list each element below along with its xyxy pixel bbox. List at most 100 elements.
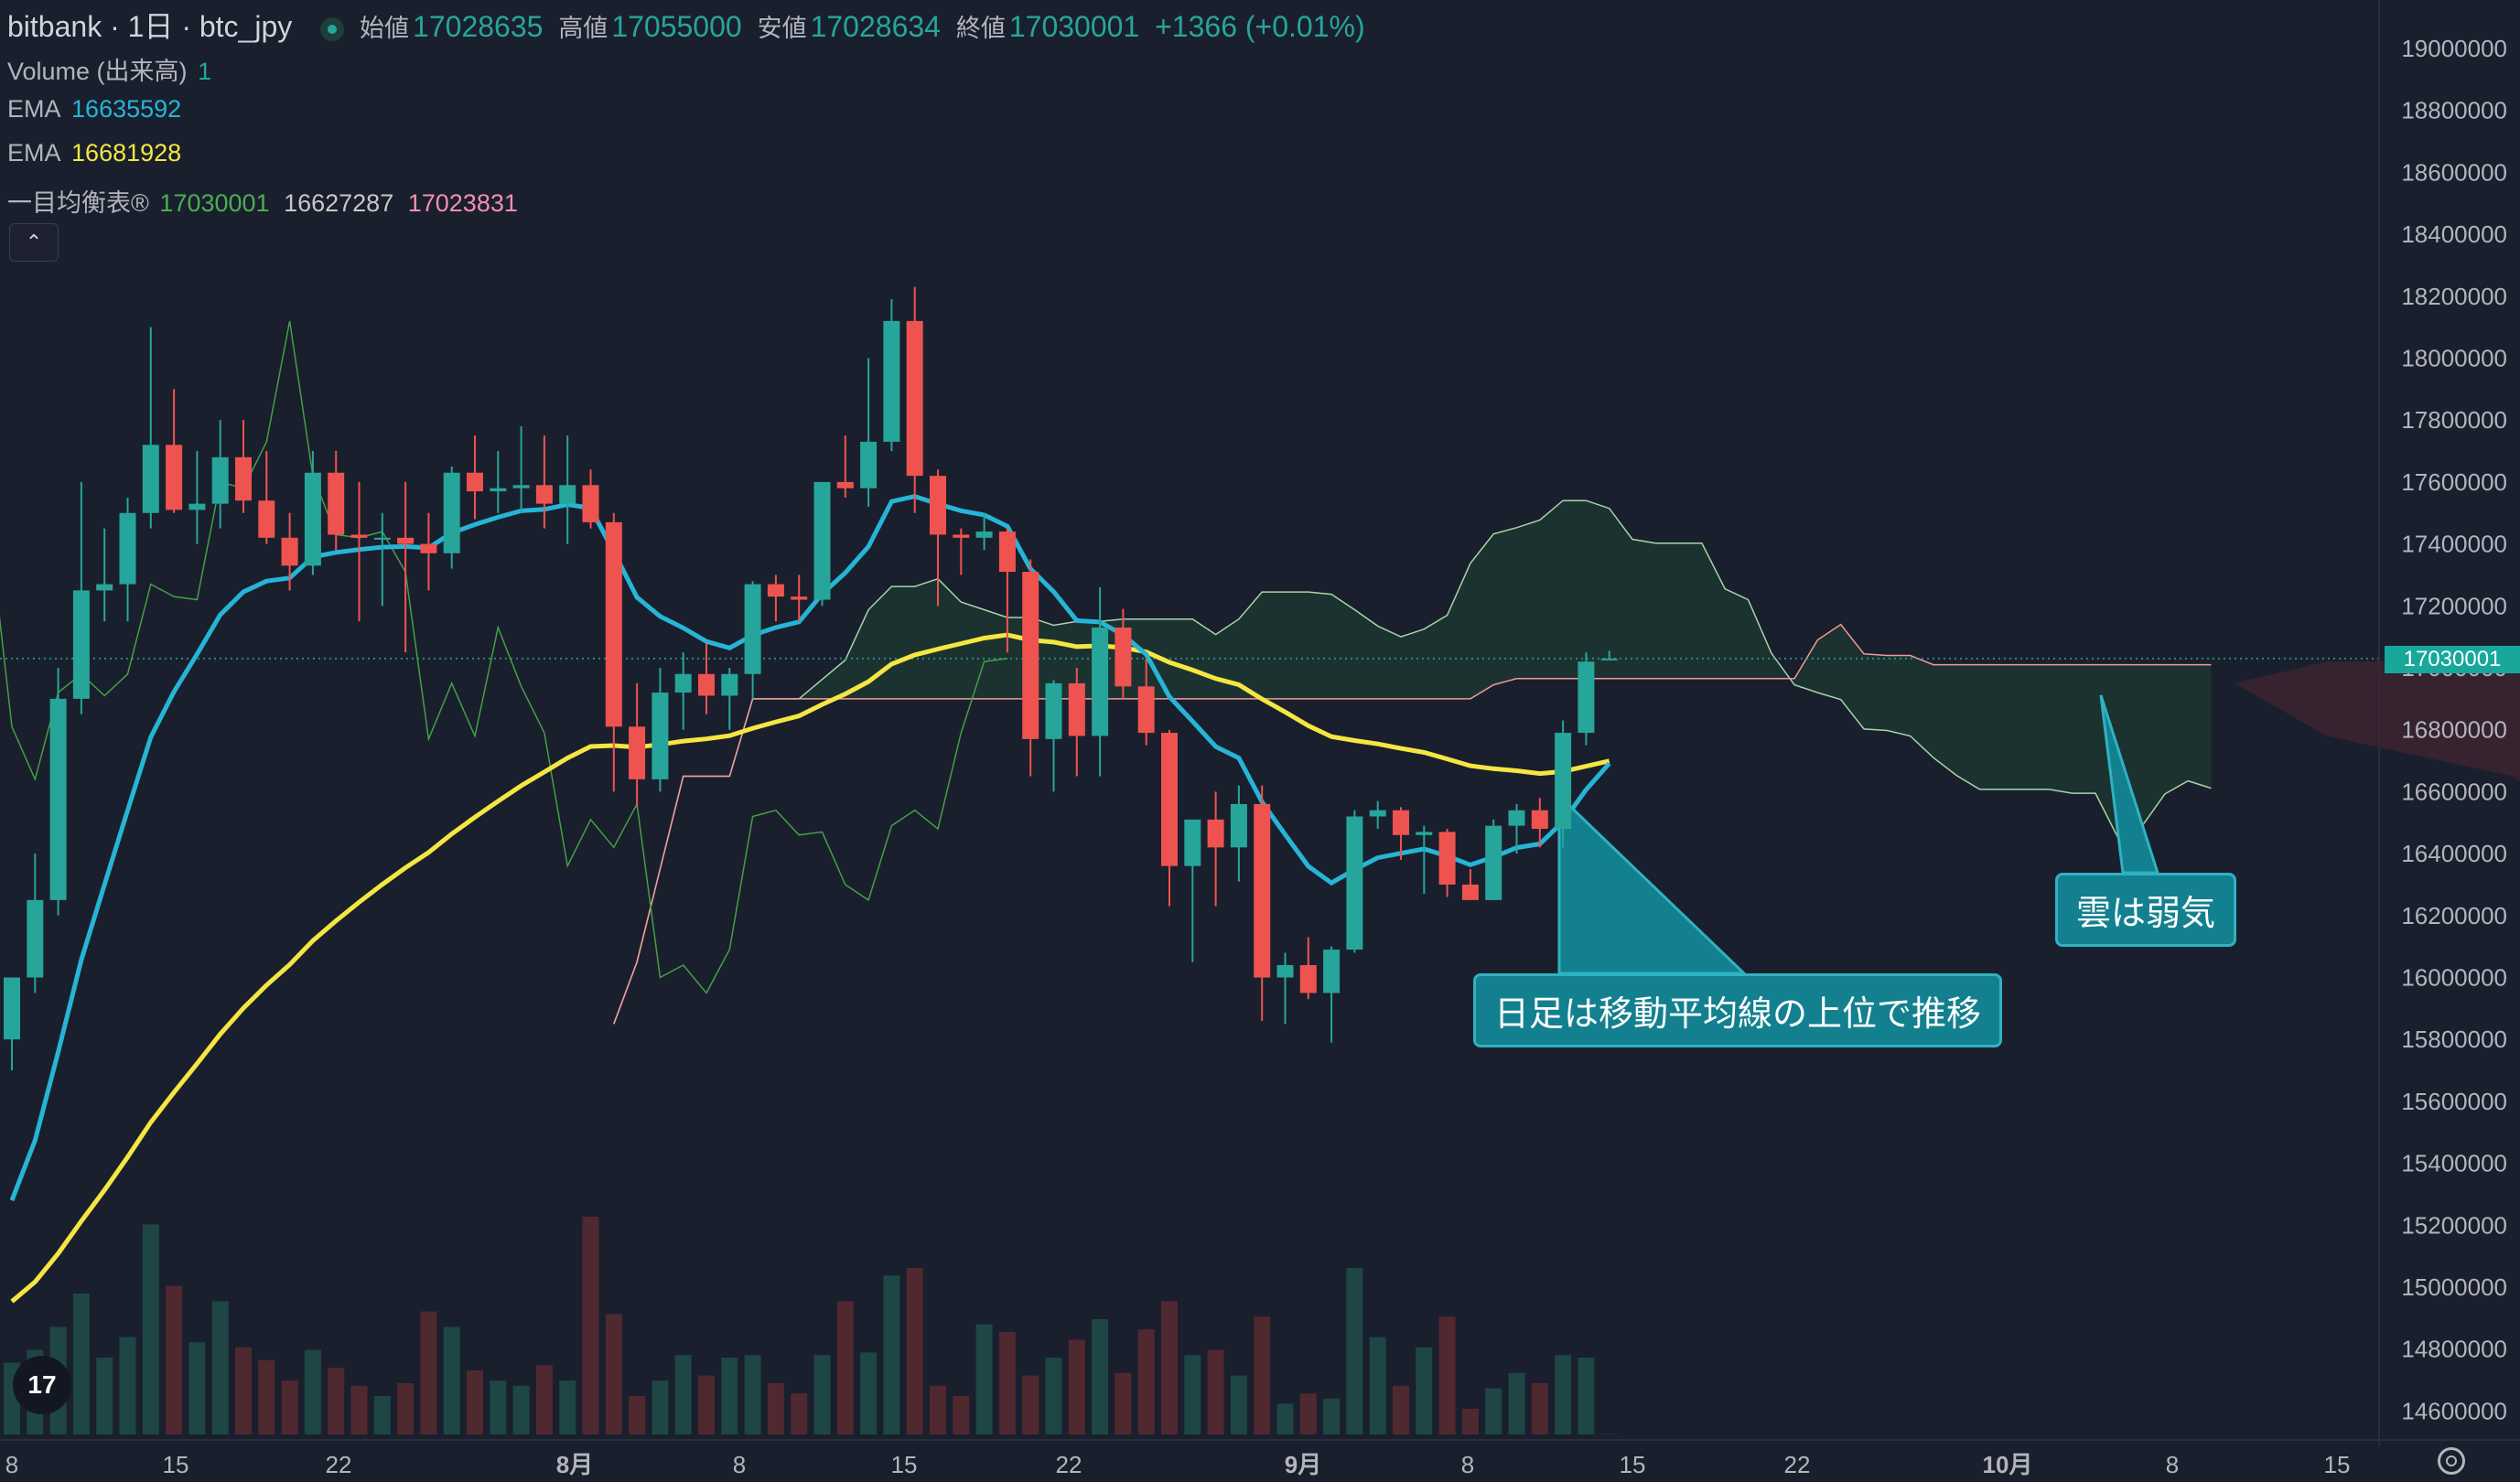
volume-bar (373, 1396, 391, 1434)
candle (698, 642, 715, 714)
x-tick-label: 15 (163, 1451, 189, 1478)
candle-body (1485, 825, 1502, 900)
volume-bar (397, 1383, 415, 1434)
volume-bar (1438, 1316, 1456, 1434)
candle (1369, 800, 1386, 830)
candle (328, 451, 345, 551)
candle-body (188, 503, 206, 510)
symbol-title[interactable]: bitbank · 1日 · btc_jpy (7, 10, 293, 43)
ichimoku-label: 一目均衡表® (7, 189, 149, 217)
candle (1276, 952, 1294, 1025)
candle (1045, 680, 1062, 792)
candle-body (1508, 810, 1525, 826)
candle-body (1416, 832, 1433, 835)
ichimoku-value-2: 16627287 (284, 189, 394, 217)
candle-body (1184, 819, 1201, 866)
y-tick-label: 19000000 (2401, 35, 2507, 62)
x-tick-label: 8 (1461, 1451, 1474, 1478)
candle-body (72, 590, 90, 699)
candle-body (420, 543, 437, 553)
volume-bar (1531, 1383, 1548, 1434)
volume-bar (582, 1217, 599, 1434)
candle-body (813, 481, 831, 600)
close-label: 終値 (955, 15, 1006, 42)
candle-body (166, 445, 183, 510)
volume-bar (1022, 1375, 1039, 1434)
candle-body (328, 472, 345, 535)
candle (883, 299, 900, 452)
collapse-legend-button[interactable]: ⌃ (9, 223, 59, 262)
candle (1207, 791, 1224, 907)
senkou-span-a-line (613, 499, 2212, 1025)
candle-body (1068, 682, 1085, 736)
candle (490, 451, 507, 513)
candle (211, 420, 229, 529)
volume-bar (953, 1396, 970, 1434)
candle (1161, 729, 1178, 907)
candle-body (1276, 964, 1294, 978)
ichimoku-value-3: 17023831 (407, 189, 518, 217)
callout-moving-average: 日足は移動平均線の上位で推移 (1473, 973, 2003, 1047)
candle (1068, 668, 1085, 777)
volume-bar (1485, 1388, 1502, 1434)
x-tick-label: 15 (1620, 1451, 1646, 1478)
ema1-legend[interactable]: EMA 16635592 (7, 95, 188, 124)
volume-bar (258, 1359, 275, 1434)
candle (1600, 650, 1618, 660)
x-tick-label: 15 (2324, 1451, 2351, 1478)
open-value: 17028635 (413, 10, 544, 43)
candle-body (559, 485, 576, 504)
chevron-up-icon: ⌃ (25, 231, 43, 253)
ema2-legend[interactable]: EMA 16681928 (7, 139, 188, 167)
candle-body (350, 534, 368, 538)
volume-bar (1207, 1349, 1224, 1434)
candle (397, 481, 415, 653)
candle-body (1137, 686, 1155, 734)
volume-bar (906, 1268, 923, 1434)
candle-body (1323, 950, 1341, 993)
volume-bar (281, 1380, 298, 1434)
volume-label: Volume (出来高) (7, 58, 188, 85)
candle (953, 528, 970, 575)
candle (930, 469, 946, 607)
candle-body (49, 698, 67, 900)
volume-bar (467, 1370, 483, 1434)
volume-bar (930, 1385, 946, 1434)
candle-body (906, 320, 923, 477)
candle (836, 435, 854, 498)
volume-bar (813, 1355, 831, 1434)
candle-body (1393, 810, 1409, 835)
candle-body (767, 584, 784, 597)
candle (674, 652, 692, 730)
candle-body (791, 596, 808, 600)
candle (1137, 658, 1155, 746)
y-tick-label: 18000000 (2401, 345, 2507, 372)
gear-icon[interactable] (2438, 1447, 2465, 1475)
candle-body (1438, 832, 1456, 885)
tradingview-logo[interactable]: 17 (13, 1356, 71, 1414)
volume-bar (166, 1285, 183, 1434)
candle (559, 435, 576, 544)
candle-body (304, 472, 321, 566)
candle (1416, 825, 1433, 895)
low-label: 安値 (757, 15, 807, 42)
candle-body (235, 456, 252, 501)
candle-body (373, 537, 391, 540)
volume-bar (1555, 1355, 1572, 1434)
candle (443, 466, 460, 569)
y-tick-label: 17400000 (2401, 531, 2507, 558)
candle (27, 854, 44, 993)
volume-bar (1299, 1393, 1317, 1434)
y-tick-label: 18200000 (2401, 283, 2507, 310)
ichimoku-legend[interactable]: 一目均衡表® 17030001 16627287 17023831 (7, 183, 525, 219)
x-tick-label: 8 (2166, 1451, 2179, 1478)
volume-bar (1369, 1337, 1386, 1434)
y-tick-label: 15200000 (2401, 1211, 2507, 1239)
volume-bar (1254, 1316, 1271, 1434)
volume-legend[interactable]: Volume (出来高) 1 (7, 51, 219, 87)
candle (535, 435, 553, 529)
y-tick-label: 18600000 (2401, 158, 2507, 186)
candle (1346, 810, 1363, 953)
x-tick-label: 22 (326, 1451, 352, 1478)
